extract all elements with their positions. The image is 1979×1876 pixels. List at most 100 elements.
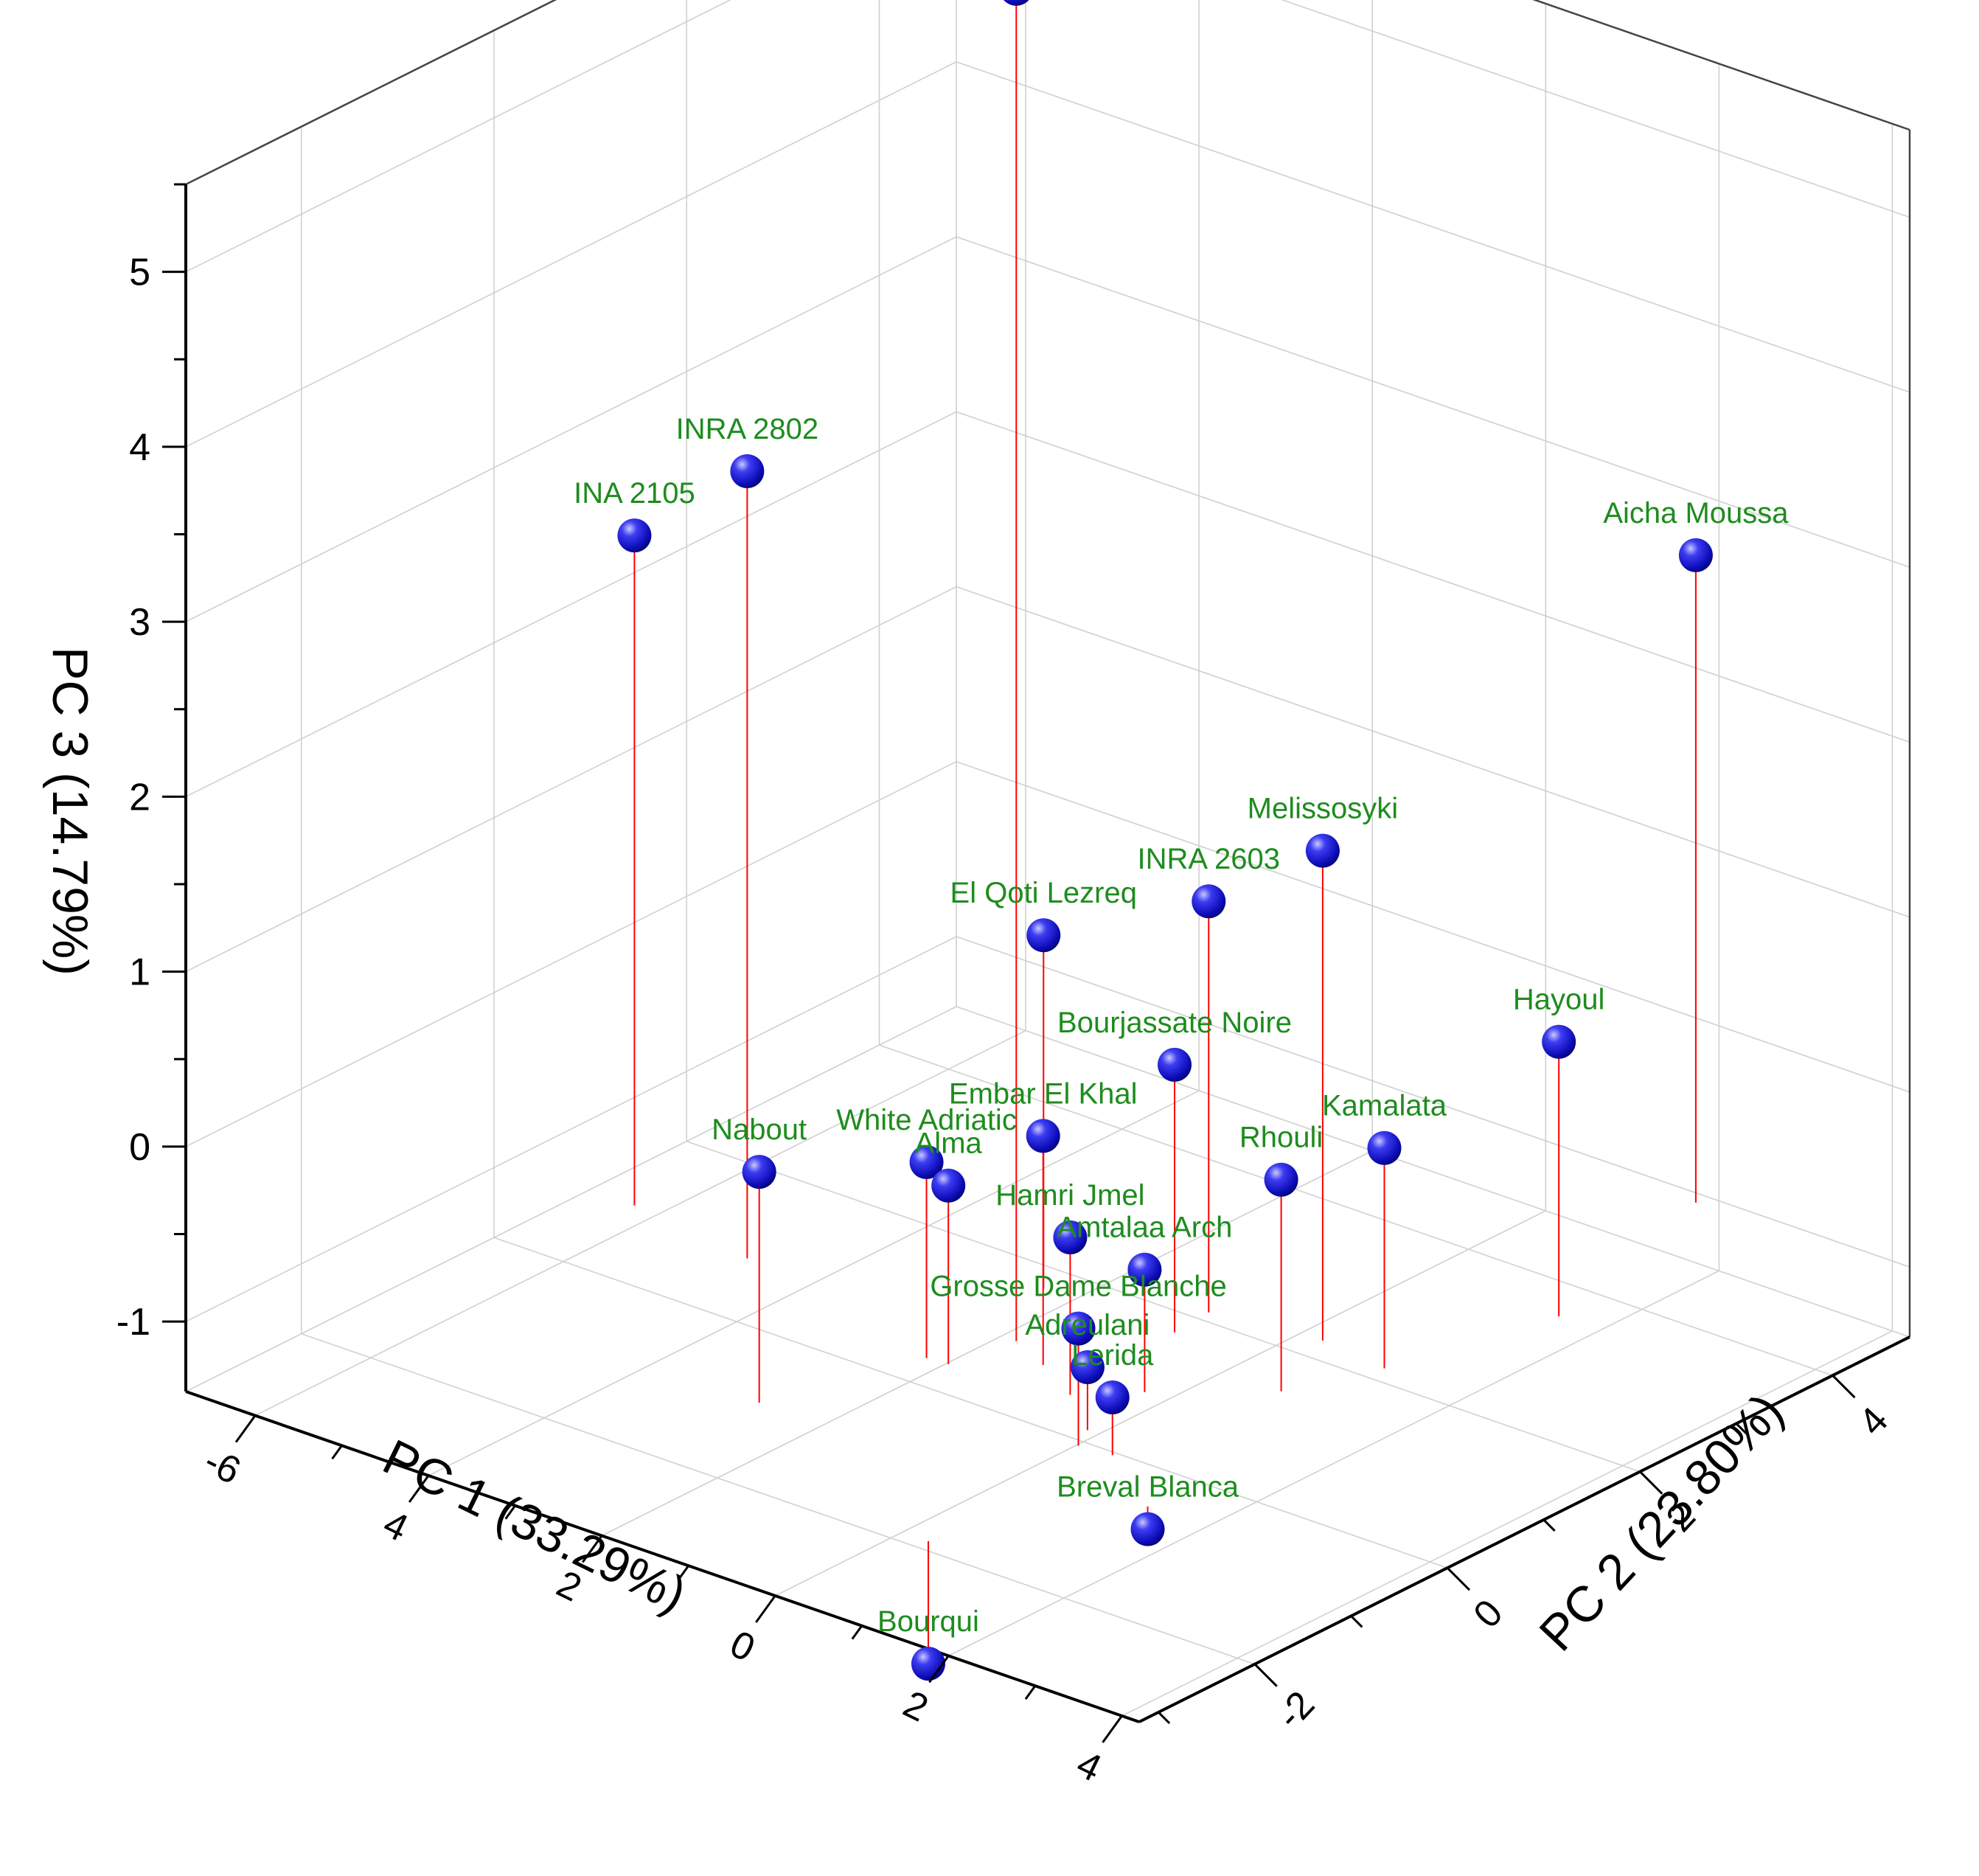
data-point-label: Embar El Khal (949, 1077, 1138, 1110)
x-tick-label: 2 (897, 1683, 934, 1731)
data-point-label: Grosse Dame Blanche (930, 1271, 1226, 1303)
y-minor-tick (1542, 1518, 1556, 1532)
wall-gridline-z (956, 61, 1910, 393)
wall-gridline-z (185, 936, 957, 1322)
x-tick-mark (582, 1535, 603, 1563)
y-tick-label: -2 (1268, 1683, 1323, 1737)
z-tick-label: -1 (116, 1301, 150, 1344)
y-tick-mark (1639, 1470, 1663, 1495)
data-point-sphere (1542, 1024, 1576, 1059)
data-point-sphere (1053, 1220, 1088, 1254)
y-tick-mark (1253, 1663, 1278, 1687)
data-point-sphere (1158, 1047, 1192, 1082)
data-point-label: El Qoti Lezreq (950, 877, 1137, 909)
floor-gridline-y (879, 1044, 1833, 1376)
x-tick-label: -6 (198, 1439, 247, 1493)
data-point-sphere (1095, 1380, 1130, 1414)
wall-gridline-z (956, 761, 1910, 1093)
box-outer-edge (1532, 0, 1910, 131)
data-point-label: Adreulani (1025, 1309, 1150, 1341)
data-point-label: Hayoul (1513, 984, 1605, 1016)
data-point-sphere (1678, 538, 1713, 572)
y-minor-tick (1158, 1711, 1171, 1725)
data-point-sphere (1192, 884, 1226, 919)
data-point-sphere (1026, 918, 1061, 953)
data-point-sphere (1305, 833, 1340, 868)
z-axis-title: PC 3 (14.79%) (42, 647, 98, 976)
x-axis-title: PC 1 (33.29%) (375, 1428, 695, 1623)
box-outer-edge (185, 0, 557, 186)
data-point-sphere (1264, 1162, 1298, 1197)
wall-gridline-z (185, 0, 731, 273)
y-tick-label: 0 (1465, 1591, 1511, 1636)
y-axis-line (1138, 1335, 1910, 1723)
wall-gridline-z (185, 586, 957, 973)
data-point-sphere (909, 1144, 944, 1179)
z-tick-label: 1 (129, 951, 150, 994)
box-edge (185, 1006, 957, 1392)
x-tick-label: 0 (723, 1622, 761, 1670)
x-tick-mark (234, 1414, 257, 1443)
y-minor-tick (1350, 1615, 1363, 1628)
x-tick-mark (408, 1475, 430, 1503)
wall-gridline-z (185, 761, 957, 1147)
wall-gridline-z (185, 236, 957, 622)
box-edge (956, 1006, 1910, 1338)
points-layer (617, 0, 1713, 1681)
data-point-sphere (617, 518, 652, 553)
data-point-label: Amtalaa Arch (1057, 1212, 1232, 1244)
data-point-sphere (1367, 1130, 1402, 1165)
data-point-sphere (1026, 1119, 1060, 1153)
y-tick-mark (1446, 1567, 1471, 1591)
data-point-label: INRA 2603 (1138, 843, 1280, 875)
x-tick-label: 4 (377, 1502, 414, 1550)
floor-gridline-x (774, 1210, 1546, 1597)
x-tick-mark (1102, 1715, 1123, 1743)
data-point-label: Kamalata (1322, 1090, 1447, 1122)
z-tick-label: 4 (129, 426, 150, 469)
data-point-label: Hamri Jmel (995, 1179, 1144, 1212)
data-point-label: Nabout (712, 1114, 807, 1146)
x-minor-tick (331, 1445, 343, 1460)
dropline-layer (633, 0, 1697, 1664)
data-point-sphere (1004, 0, 1029, 6)
data-point-sphere (1127, 1252, 1162, 1287)
data-point-label: Melissosyki (1248, 793, 1398, 825)
data-point-label: Lerida (1071, 1339, 1154, 1372)
wall-gridline-z (956, 936, 1910, 1268)
data-point-label: Rhouli (1239, 1122, 1323, 1154)
y-tick-label: 4 (1851, 1399, 1896, 1444)
floor-gridline-x (601, 1150, 1373, 1537)
wall-gridline-z (1281, 0, 1910, 218)
z-tick-label: 5 (129, 251, 150, 294)
data-point-label: Bourjassate Noire (1057, 1007, 1292, 1039)
floor-gridline-x (1121, 1330, 1893, 1717)
x-axis-line (185, 1390, 1140, 1723)
data-point-label: White Adriatic (836, 1104, 1017, 1136)
y-minor-tick (1735, 1422, 1748, 1436)
floor-gridline-x (428, 1090, 1200, 1476)
x-minor-tick (504, 1504, 516, 1520)
wall-gridline-z (956, 236, 1910, 568)
data-point-label: INA 2105 (574, 477, 695, 510)
data-point-label: Aicha Moussa (1603, 497, 1789, 529)
point-labels-layer: Bourqui Nabout Breval Blanca Grosse Dame Bl… (574, 413, 1789, 1638)
data-point-label: Bourqui (877, 1605, 979, 1638)
x-tick-label: 4 (1070, 1743, 1107, 1790)
y-tick-mark (1832, 1375, 1856, 1399)
wall-gridline-z (956, 586, 1910, 918)
data-point-sphere (1130, 1512, 1165, 1546)
box-edge (1533, 0, 1910, 131)
floor-gridline-y (686, 1140, 1641, 1473)
data-point-label: Breval Blanca (1057, 1471, 1239, 1504)
axes-layer (184, 184, 1910, 1723)
x-tick-mark (755, 1595, 776, 1623)
wall-gridline-z (956, 411, 1910, 743)
x-tick-mark (928, 1655, 950, 1684)
x-minor-tick (678, 1565, 689, 1580)
floor-gridline-x (254, 1029, 1026, 1417)
floor-gridline-y (493, 1237, 1448, 1568)
grid-layer (185, 0, 1911, 1717)
floor-gridline-y (301, 1333, 1256, 1665)
